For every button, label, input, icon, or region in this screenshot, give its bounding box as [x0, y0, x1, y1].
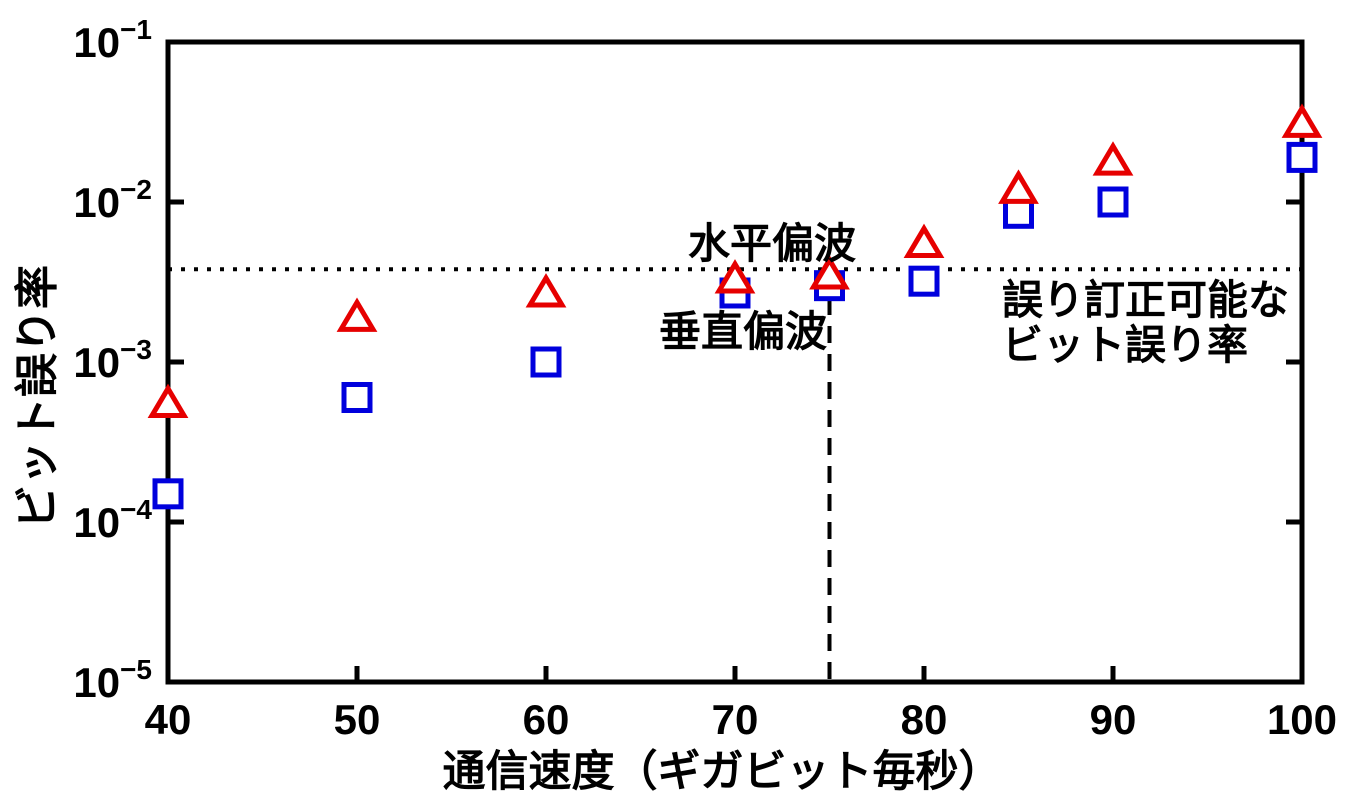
- marker-square-vertical-polarization: [152, 478, 184, 510]
- y-tick-label: 10−5: [73, 654, 152, 706]
- marker-triangle-horizontal-polarization: [336, 297, 378, 332]
- marker-square-vertical-polarization: [1286, 141, 1318, 173]
- marker-square-vertical-polarization: [908, 265, 940, 297]
- marker-square-vertical-polarization: [1003, 197, 1034, 229]
- y-axis-label: ビット誤り率: [13, 265, 62, 529]
- x-tick-label: 80: [901, 696, 948, 743]
- marker-triangle-horizontal-polarization: [903, 223, 945, 259]
- y-tick-label: 10−1: [73, 14, 152, 66]
- marker-triangle-horizontal-polarization: [1281, 103, 1323, 138]
- x-tick-label: 70: [712, 696, 759, 743]
- marker-square-vertical-polarization: [1097, 186, 1129, 218]
- series-label-vertical-polarization: 垂直偏波: [659, 308, 827, 355]
- marker-square-vertical-polarization: [530, 346, 562, 378]
- marker-triangle-horizontal-polarization: [1092, 141, 1134, 176]
- fec-note-line1: 誤り訂正可能な: [1002, 277, 1289, 323]
- y-tick-label: 10−2: [73, 174, 152, 226]
- marker-triangle-horizontal-polarization: [147, 383, 189, 419]
- x-tick-label: 90: [1090, 696, 1137, 743]
- x-tick-label: 40: [145, 696, 192, 743]
- y-tick-label: 10−4: [73, 494, 152, 546]
- marker-square-vertical-polarization: [341, 381, 373, 413]
- fec-note-line2: ビット誤り率: [1002, 322, 1248, 368]
- x-tick-label: 60: [523, 696, 570, 743]
- chart-dynamic-layer: 10−1 10−2 10−3 10−4 10−540 50 60 70 80 90 100: [73, 14, 1337, 743]
- x-axis-label: 通信速度（ギガビット毎秒）: [443, 748, 1002, 796]
- marker-triangle-horizontal-polarization: [998, 169, 1039, 204]
- y-tick-label: 10−3: [73, 334, 152, 386]
- marker-triangle-horizontal-polarization: [714, 259, 756, 294]
- x-tick-label: 50: [334, 696, 381, 743]
- series-label-horizontal-polarization: 水平偏波: [688, 220, 856, 267]
- x-tick-label: 100: [1267, 696, 1337, 743]
- marker-triangle-horizontal-polarization: [525, 273, 567, 308]
- marker-triangle-horizontal-polarization: [809, 255, 850, 290]
